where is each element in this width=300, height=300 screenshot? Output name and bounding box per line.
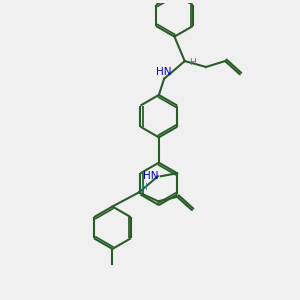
- Text: H: H: [140, 184, 147, 193]
- Text: HN: HN: [142, 171, 158, 181]
- Text: HN: HN: [156, 67, 172, 77]
- Text: H: H: [189, 58, 196, 67]
